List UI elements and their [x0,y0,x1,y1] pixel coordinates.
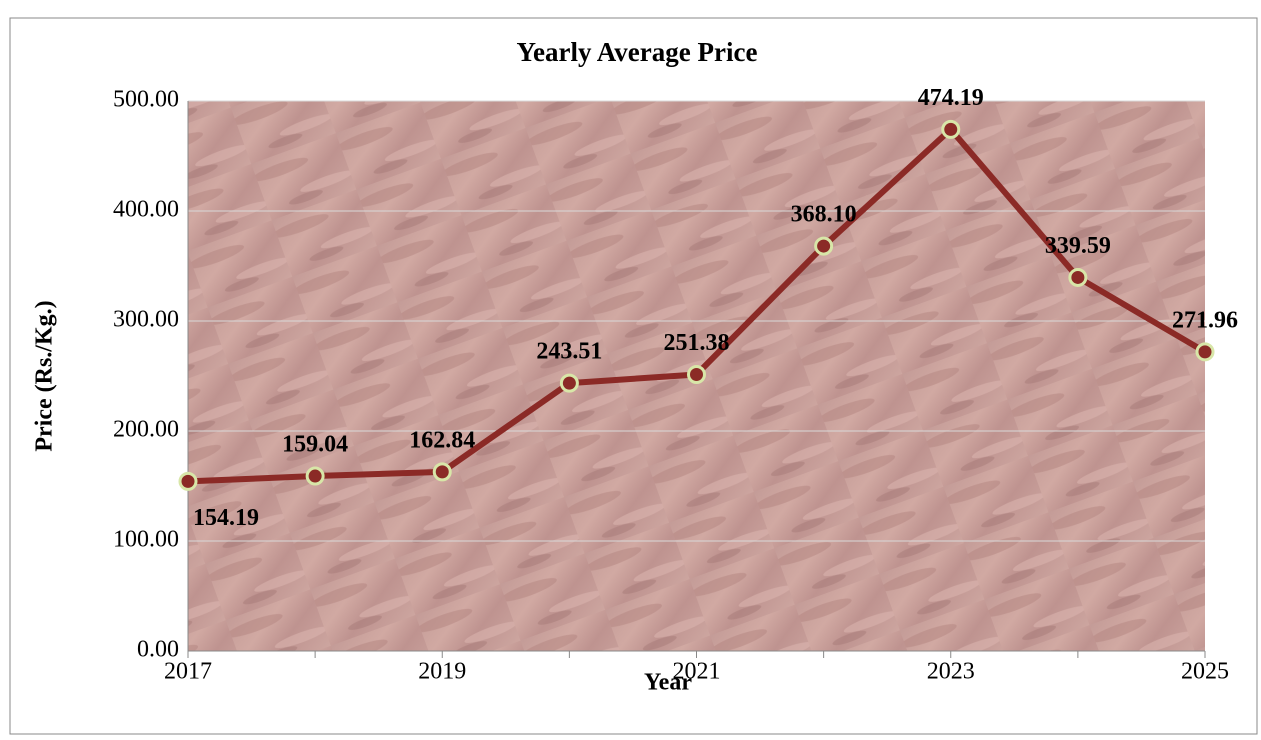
data-label: 154.19 [193,505,259,531]
data-label: 243.51 [536,339,602,365]
data-label: 271.96 [1172,307,1238,333]
x-tick-label: 2021 [673,659,721,685]
x-tick-label: 2025 [1181,659,1229,685]
data-label: 159.04 [282,432,348,458]
point-marker [1068,267,1088,287]
data-label: 368.10 [791,202,857,228]
y-tick-label: 500.00 [113,87,179,113]
y-tick-label: 100.00 [113,527,179,553]
data-label: 251.38 [664,330,730,356]
point-marker [687,364,706,384]
x-tick-label: 2017 [164,659,212,685]
point-marker [432,462,452,482]
point-marker [941,119,961,139]
point-marker [305,466,325,486]
y-tick-label: 400.00 [113,197,179,223]
y-axis-label: Price (Rs./Kg.) [32,300,58,451]
point-marker [178,471,198,491]
data-label: 339.59 [1045,233,1111,259]
y-tick-label: 300.00 [113,307,179,333]
x-tick-label: 2023 [927,659,975,685]
data-label: 474.19 [918,85,984,111]
y-tick-label: 0.00 [137,637,179,663]
x-tick-label: 2019 [418,659,466,685]
y-tick-label: 200.00 [113,417,179,443]
point-marker [1195,342,1215,362]
data-label: 162.84 [409,427,475,453]
x-axis-label: Year [644,670,692,696]
chart-title: Yearly Average Price [517,37,758,67]
point-marker [814,236,834,256]
point-marker [559,373,579,393]
